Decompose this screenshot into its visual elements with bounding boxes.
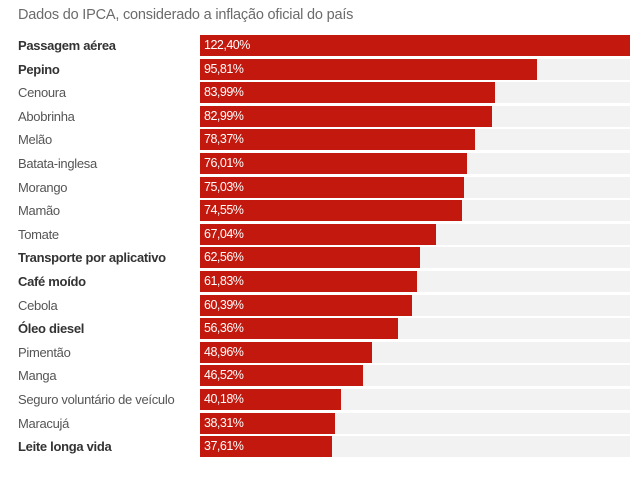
bar <box>200 318 398 340</box>
bar <box>200 58 537 80</box>
bar <box>200 200 462 222</box>
bar-row: Café moído 61,83% <box>0 271 633 292</box>
bar-row: Pepino 95,81% <box>0 58 633 80</box>
value-label: 83,99% <box>204 85 244 100</box>
value-label: 37,61% <box>204 439 244 454</box>
value-label: 40,18% <box>204 392 244 406</box>
value-label: 48,96% <box>204 344 244 359</box>
bar <box>200 436 332 458</box>
value-label: 74,55% <box>204 203 244 218</box>
bar-row: Abobrinha 82,99% <box>0 105 633 127</box>
category-label: Mamão <box>18 203 60 219</box>
bar <box>200 365 363 387</box>
value-label: 46,52% <box>204 368 244 383</box>
value-label: 60,39% <box>204 297 244 312</box>
bar-row: Tomate 67,04% <box>0 223 633 245</box>
bar-row: Pimentão 48,96% <box>0 341 633 363</box>
value-label: 75,03% <box>204 179 244 194</box>
category-label: Leite longa vida <box>18 439 112 455</box>
bar <box>200 105 492 127</box>
value-label: 38,31% <box>204 415 244 430</box>
category-label: Manga <box>18 368 57 384</box>
chart-subtitle: Dados do IPCA, considerado a inflação of… <box>18 7 354 23</box>
bar <box>200 341 372 363</box>
bar-row: Passagem aérea 122,40% <box>0 35 633 56</box>
value-label: 95,81% <box>204 61 244 76</box>
bar-row: Óleo diesel 56,36% <box>0 318 633 340</box>
bar <box>200 412 335 434</box>
value-label: 78,37% <box>204 132 244 147</box>
category-label: Maracujá <box>18 415 70 431</box>
bar <box>200 129 475 151</box>
bar-row: Batata-inglesa 76,01% <box>0 153 633 174</box>
category-label: Abobrinha <box>18 108 75 124</box>
category-label: Café moído <box>18 274 86 289</box>
bar <box>200 35 630 56</box>
bar <box>200 176 464 198</box>
bar-row: Manga 46,52% <box>0 365 633 387</box>
bar-row: Melão 78,37% <box>0 129 633 151</box>
value-label: 61,83% <box>204 274 244 288</box>
bar-row: Cenoura 83,99% <box>0 82 633 104</box>
value-label: 56,36% <box>204 321 244 336</box>
value-label: 82,99% <box>204 108 244 123</box>
bar <box>200 247 420 269</box>
value-label: 76,01% <box>204 156 244 170</box>
bar <box>200 389 341 410</box>
bar <box>200 223 436 245</box>
category-label: Melão <box>18 132 52 148</box>
value-label: 62,56% <box>204 250 244 265</box>
value-label: 67,04% <box>204 226 244 241</box>
category-label: Cebola <box>18 297 58 313</box>
bar-row: Transporte por aplicativo 62,56% <box>0 247 633 269</box>
category-label: Óleo diesel <box>18 321 85 337</box>
bar-row: Cebola 60,39% <box>0 294 633 316</box>
category-label: Transporte por aplicativo <box>18 250 166 266</box>
bar <box>200 271 417 292</box>
category-label: Batata-inglesa <box>18 156 97 171</box>
bar-row: Morango 75,03% <box>0 176 633 198</box>
bar-row: Maracujá 38,31% <box>0 412 633 434</box>
value-label: 122,40% <box>204 38 250 52</box>
category-label: Seguro voluntário de veículo <box>18 392 175 407</box>
category-label: Pimentão <box>18 344 71 360</box>
bar-row: Leite longa vida 37,61% <box>0 436 633 458</box>
bar <box>200 153 467 174</box>
category-label: Tomate <box>18 226 59 242</box>
category-label: Pepino <box>18 61 60 77</box>
bar <box>200 294 412 316</box>
category-label: Morango <box>18 179 68 195</box>
category-label: Cenoura <box>18 85 66 101</box>
bar <box>200 82 495 104</box>
bar-row: Mamão 74,55% <box>0 200 633 222</box>
bar-row: Seguro voluntário de veículo 40,18% <box>0 389 633 410</box>
category-label: Passagem aérea <box>18 38 116 53</box>
